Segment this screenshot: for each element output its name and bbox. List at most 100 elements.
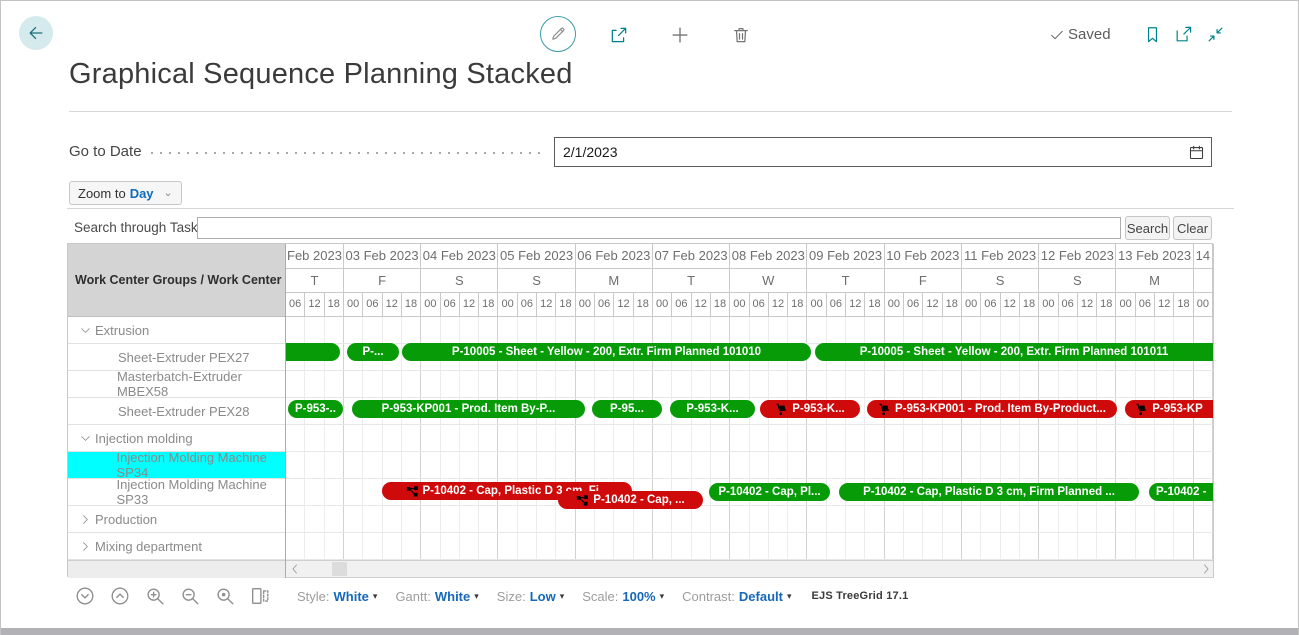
- collapse-all-rows-button[interactable]: [73, 585, 96, 608]
- grid-column: [1174, 317, 1194, 560]
- grid-row-line: [286, 397, 1213, 398]
- date-header: 06 Feb 2023: [575, 244, 653, 269]
- grid-column: [614, 317, 634, 560]
- hour-header: 00: [343, 293, 364, 317]
- zoom-to-dropdown[interactable]: Zoom to Day ⌄: [69, 181, 182, 205]
- gantt-task-bar[interactable]: P-953-KP001 - Prod. Item By-P...: [352, 400, 585, 418]
- task-bar-label: P-953-KP001 - Prod. Item By-P...: [381, 403, 556, 415]
- delete-button[interactable]: [729, 23, 753, 47]
- scale-dropdown[interactable]: Scale: 100% ▾: [582, 589, 664, 604]
- hour-header: 18: [710, 293, 731, 317]
- hour-header: 06: [363, 293, 383, 317]
- calendar-icon[interactable]: [1181, 144, 1211, 161]
- gantt-task-bar[interactable]: P-953-...: [288, 400, 343, 418]
- grid-row-line: [286, 478, 1213, 479]
- tree-row-label: Sheet-Extruder PEX27: [118, 349, 250, 365]
- tree-row-mixing-department[interactable]: Mixing department: [68, 533, 285, 560]
- search-tasks-input[interactable]: [197, 217, 1121, 239]
- task-bar-label: P-10402 - Cap, ...: [593, 494, 685, 506]
- tree-row-label: Extrusion: [95, 322, 150, 338]
- hour-header: 12: [1155, 293, 1175, 317]
- edit-button[interactable]: [540, 16, 576, 52]
- search-button[interactable]: Search: [1125, 216, 1170, 240]
- back-button[interactable]: [19, 16, 53, 50]
- expand-chevron-icon[interactable]: [79, 540, 95, 553]
- hour-header: 00: [961, 293, 982, 317]
- tree-row-sheet-extruder-pex27[interactable]: Sheet-Extruder PEX27: [68, 344, 285, 371]
- horizontal-scrollbar[interactable]: [286, 560, 1213, 578]
- control-value: White: [434, 588, 471, 604]
- back-arrow-icon: [26, 23, 46, 43]
- grid-column: [1097, 317, 1117, 560]
- expand-chevron-icon[interactable]: [79, 513, 95, 526]
- gantt-grid: Work Center Groups / Work Center Extrusi…: [67, 243, 1214, 578]
- gantt-dropdown[interactable]: Gantt: White ▾: [395, 589, 478, 604]
- tree-row-injection-molding-machine-sp34[interactable]: Injection Molding Machine SP34: [68, 450, 285, 480]
- bookmark-button[interactable]: [1141, 23, 1163, 45]
- gantt-task-bar[interactable]: P-10402 - Cap, Plastic D 3 cm, Firm Plan…: [839, 483, 1139, 501]
- gantt-task-bar[interactable]: P-10402 - Cap, Pl...: [709, 483, 830, 501]
- gantt-task-bar[interactable]: P-10402 -: [1149, 483, 1213, 501]
- tree-row-production[interactable]: Production: [68, 506, 285, 533]
- gantt-task-bar[interactable]: P-...: [347, 343, 399, 361]
- hour-header: 00: [421, 293, 441, 317]
- gantt-task-bar[interactable]: P-953-K...: [760, 400, 860, 418]
- gantt-task-bar[interactable]: [286, 343, 340, 361]
- zoom-in-button[interactable]: [143, 585, 166, 608]
- caret-down-icon: ▾: [659, 590, 665, 601]
- scrollbar-thumb[interactable]: [332, 562, 347, 576]
- grid-column: [885, 317, 904, 560]
- weekday-header: S: [498, 269, 576, 293]
- clear-button[interactable]: Clear: [1173, 216, 1212, 240]
- gantt-task-bar[interactable]: P-953-KP: [1125, 400, 1213, 418]
- share-button[interactable]: [607, 23, 631, 47]
- gantt-task-bar[interactable]: P-953-K...: [670, 400, 755, 418]
- trash-icon: [731, 25, 751, 45]
- expand-all-rows-button[interactable]: [108, 585, 131, 608]
- add-button[interactable]: [668, 23, 692, 47]
- collapse-page-button[interactable]: [1204, 23, 1226, 45]
- grid-column: [1039, 317, 1059, 560]
- goto-date-value[interactable]: 2/1/2023: [563, 144, 618, 160]
- gantt-task-bar[interactable]: P-953-KP001 - Prod. Item By-Product...: [867, 400, 1117, 418]
- control-value: Low: [529, 588, 556, 604]
- scroll-right-icon[interactable]: [1197, 561, 1213, 577]
- tree-row-sheet-extruder-pex28[interactable]: Sheet-Extruder PEX28: [68, 398, 285, 425]
- circle-chevron-up-icon: [109, 585, 131, 607]
- zoom-out-button[interactable]: [178, 585, 201, 608]
- hour-header: 18: [865, 293, 885, 317]
- cart-icon: [775, 403, 788, 416]
- scroll-left-icon[interactable]: [286, 561, 303, 577]
- weekday-header: M: [575, 269, 653, 293]
- size-dropdown[interactable]: Size: Low ▾: [497, 589, 564, 604]
- grid-column: [730, 317, 750, 560]
- print-preview-button[interactable]: [248, 585, 271, 608]
- hour-header: 18: [1097, 293, 1117, 317]
- date-header: 05 Feb 2023: [498, 244, 576, 269]
- tree-row-label: Mixing department: [95, 538, 202, 554]
- zoom-reset-button[interactable]: [213, 585, 236, 608]
- hour-header: 18: [324, 293, 344, 317]
- save-status: Saved: [1049, 26, 1111, 43]
- tree-row-masterbatch-extruder-mbex58[interactable]: Masterbatch-Extruder MBEX58: [68, 369, 285, 399]
- gantt-task-bar[interactable]: P-10005 - Sheet - Yellow - 200, Extr. Fi…: [815, 343, 1213, 361]
- hour-header: 18: [633, 293, 653, 317]
- tree-row-injection-molding-machine-sp33[interactable]: Injection Molding Machine SP33: [68, 477, 285, 507]
- gantt-task-bar[interactable]: P-10005 - Sheet - Yellow - 200, Extr. Fi…: [402, 343, 811, 361]
- contrast-dropdown[interactable]: Contrast: Default ▾: [682, 589, 791, 604]
- tree-row-extrusion[interactable]: Extrusion: [68, 317, 285, 344]
- hour-header: 12: [1077, 293, 1098, 317]
- open-in-new-window-button[interactable]: [1172, 23, 1194, 45]
- hour-header: 18: [788, 293, 808, 317]
- task-bar-label: P-953-KP001 - Prod. Item By-Product...: [895, 403, 1106, 415]
- tree-row-injection-molding[interactable]: Injection molding: [68, 425, 285, 452]
- goto-date-field[interactable]: 2/1/2023: [554, 137, 1212, 167]
- caret-down-icon: ▾: [559, 590, 565, 601]
- collapse-chevron-icon[interactable]: [79, 324, 95, 337]
- hour-header: 00: [1193, 293, 1213, 317]
- style-dropdown[interactable]: Style: White ▾: [297, 589, 377, 604]
- gantt-task-bar[interactable]: P-95...: [592, 400, 662, 418]
- cart-icon: [1135, 403, 1148, 416]
- collapse-chevron-icon[interactable]: [79, 432, 95, 445]
- gantt-task-bar[interactable]: P-10402 - Cap, ...: [558, 491, 703, 509]
